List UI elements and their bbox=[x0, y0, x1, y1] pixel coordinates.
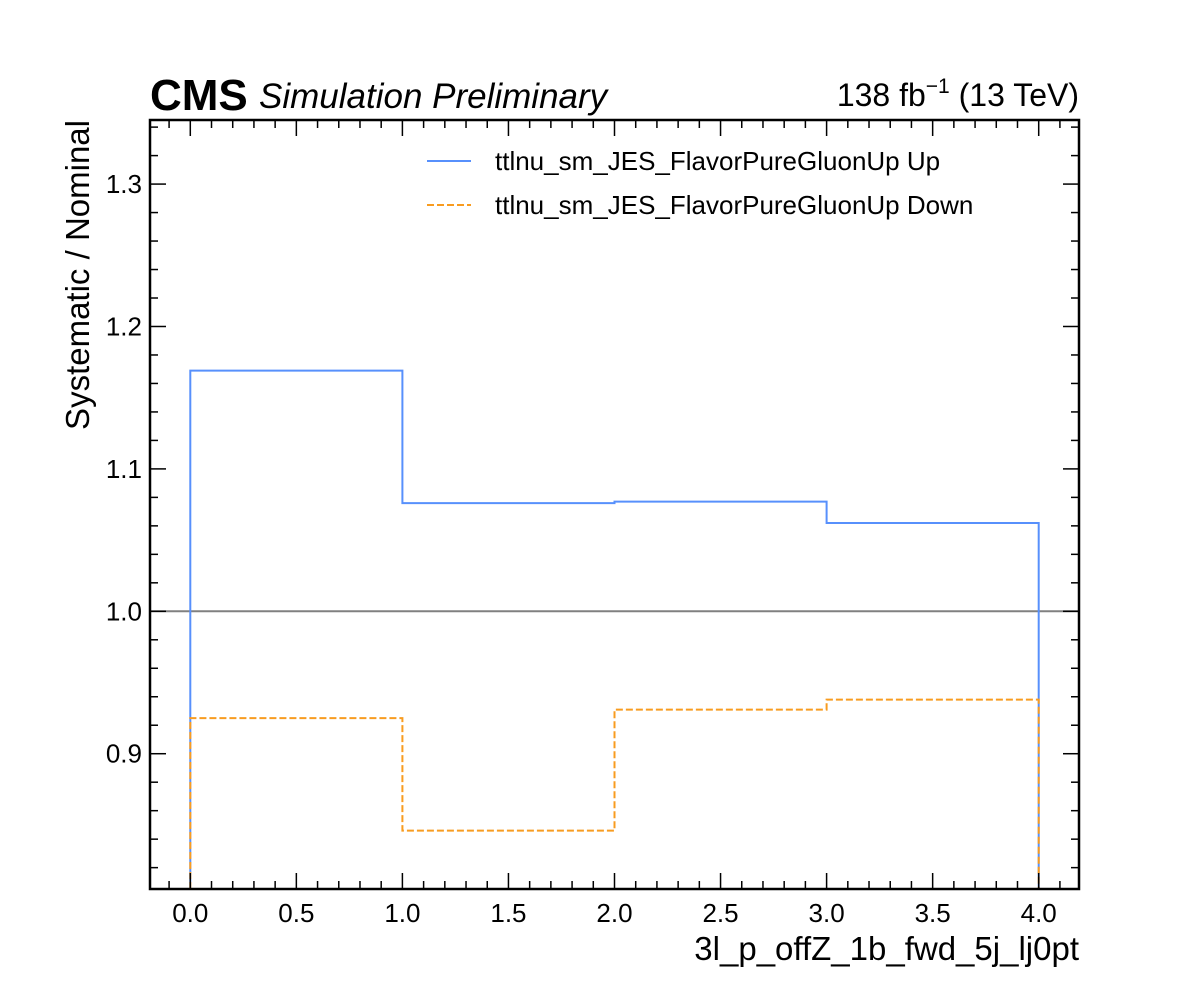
luminosity-exponent: −1 bbox=[926, 75, 950, 98]
x-tick-label: 4.0 bbox=[1021, 898, 1057, 928]
y-tick-label: 0.9 bbox=[106, 739, 142, 769]
x-tick-label: 1.5 bbox=[490, 898, 526, 928]
y-tick-label: 1.0 bbox=[106, 596, 142, 626]
y-tick-label: 1.3 bbox=[106, 169, 142, 199]
x-tick-label: 3.0 bbox=[809, 898, 845, 928]
y-tick-label: 1.1 bbox=[106, 454, 142, 484]
legend-label-up: ttlnu_sm_JES_FlavorPureGluonUp Up bbox=[495, 146, 940, 176]
cms-sublabel: Simulation Preliminary bbox=[259, 77, 610, 116]
series-layer bbox=[189, 369, 1040, 889]
plot-frame bbox=[148, 118, 1081, 891]
luminosity-energy: (13 TeV) bbox=[950, 77, 1079, 113]
x-tick-label: 1.0 bbox=[384, 898, 420, 928]
x-tick-label: 0.5 bbox=[278, 898, 314, 928]
legend: ttlnu_sm_JES_FlavorPureGluonUp Up ttlnu_… bbox=[427, 146, 973, 220]
x-axis-title: 3l_p_offZ_1b_fwd_5j_lj0pt bbox=[694, 930, 1079, 967]
series-line-up bbox=[189, 369, 1040, 889]
luminosity-label: 138 fb−1 (13 TeV) bbox=[837, 75, 1079, 113]
tick-layer: 0.0 0.5 1.0 1.5 2.0 2.5 3.0 3.5 4.0 0.9 1.0 1.1 1.2 1… bbox=[106, 120, 1079, 928]
x-tick-label: 0.0 bbox=[172, 898, 208, 928]
x-tick-label: 2.0 bbox=[596, 898, 632, 928]
series-line-down bbox=[189, 698, 1040, 889]
x-tick-label: 2.5 bbox=[702, 898, 738, 928]
x-tick-label: 3.5 bbox=[915, 898, 951, 928]
legend-label-down: ttlnu_sm_JES_FlavorPureGluonUp Down bbox=[495, 190, 973, 220]
y-axis-title: Systematic / Nominal bbox=[59, 120, 96, 430]
y-tick-label: 1.2 bbox=[106, 311, 142, 341]
luminosity-value: 138 fb bbox=[837, 77, 926, 113]
cms-label: CMS bbox=[150, 71, 248, 120]
